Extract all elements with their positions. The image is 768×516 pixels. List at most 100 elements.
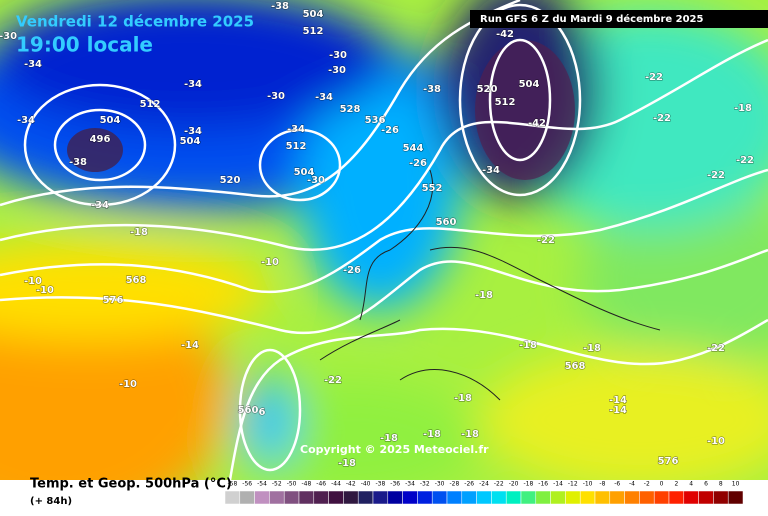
contour-label: 504 (303, 9, 324, 20)
scale-swatch (417, 490, 433, 505)
scale-swatch (653, 490, 670, 505)
contour-label: -22 (324, 375, 342, 386)
contour-label: -22 (645, 72, 663, 83)
scale-label: 4 (689, 481, 693, 488)
scale-label: -12 (568, 481, 578, 488)
scale-swatch (269, 490, 285, 505)
contour-label: -22 (653, 113, 671, 124)
scale-label: -42 (346, 481, 356, 488)
run-box (470, 10, 768, 28)
scale-swatch (476, 490, 492, 505)
contours (0, 0, 768, 480)
scale-label: -4 (629, 481, 635, 488)
scale-label: -54 (257, 481, 267, 488)
scale-swatch (328, 490, 344, 505)
scale-label: -10 (583, 481, 593, 488)
contour-label: 560 (436, 217, 457, 228)
contour-label: -22 (537, 235, 555, 246)
scale-label: -40 (361, 481, 371, 488)
contour-label: -34 (315, 92, 333, 103)
contour-label: 528 (340, 104, 361, 115)
contour-label: 6 (259, 407, 266, 418)
scale-swatch (357, 490, 374, 505)
scale-label: 6 (704, 481, 708, 488)
contour-label: -18 (338, 458, 356, 469)
scale-swatch (254, 490, 270, 505)
contour-label: -34 (482, 165, 500, 176)
contour-label: 512 (286, 141, 307, 152)
scale-swatch (520, 490, 537, 505)
contour-label: 496 (90, 134, 111, 145)
scale-label: -58 (227, 481, 237, 488)
scale-swatch (239, 490, 255, 505)
coastlines (319, 169, 661, 401)
contour-label: -18 (583, 343, 601, 354)
local-time: 19:00 locale (16, 33, 153, 57)
contour-label: -18 (380, 433, 398, 444)
contour-label: -34 (91, 200, 109, 211)
contour-label: -14 (609, 395, 627, 406)
scale-swatch (668, 490, 685, 505)
contour-label: -34 (184, 79, 202, 90)
contour-label: 568 (565, 361, 586, 372)
contour-label: -34 (184, 126, 202, 137)
contour-label: -30 (0, 31, 17, 42)
scale-label: -38 (375, 481, 385, 488)
scale-label: -26 (464, 481, 474, 488)
contour-label: 512 (303, 26, 324, 37)
contour-label: -34 (17, 115, 35, 126)
scale-label: 10 (732, 481, 740, 488)
contour-label: -10 (261, 257, 279, 268)
contour-label: 536 (365, 115, 386, 126)
scale-swatch (298, 490, 315, 505)
contour-label: 512 (495, 97, 516, 108)
scale-swatch (727, 490, 744, 505)
contour-label: -42 (528, 118, 546, 129)
run-info: Run GFS 6 Z du Mardi 9 décembre 2025 (480, 13, 704, 25)
contour-label: -18 (461, 429, 479, 440)
scale-swatch (683, 490, 699, 505)
scale-swatch (461, 490, 477, 505)
scale-swatch (402, 490, 418, 505)
scale-label: -20 (509, 481, 519, 488)
contour-label: -18 (475, 290, 493, 301)
contour-label: -18 (519, 340, 537, 351)
contour-label: -26 (409, 158, 427, 169)
contour-label: -22 (707, 343, 725, 354)
scale-label: -8 (599, 481, 605, 488)
scale-swatch (491, 490, 507, 505)
footer-title: Temp. et Geop. 500hPa (°C) (30, 477, 232, 492)
contour-label: -14 (609, 405, 627, 416)
contour-label: -30 (267, 91, 285, 102)
scale-label: -52 (272, 481, 282, 488)
scale-label: -28 (449, 481, 459, 488)
scale-label: -18 (523, 481, 533, 488)
scale-swatch (505, 490, 522, 505)
contour-label: -18 (423, 429, 441, 440)
contour-labels: -30-38504512-34-34512504496-38-34-34-345… (0, 1, 755, 470)
contour-label: -38 (271, 1, 289, 12)
contour-label: -34 (24, 59, 42, 70)
contour-label: -18 (734, 103, 752, 114)
scale-swatch (372, 490, 389, 505)
scale-label: -50 (287, 481, 297, 488)
contour-label: -38 (423, 84, 441, 95)
contour-label: -26 (381, 125, 399, 136)
contour-label: 504 (519, 79, 540, 90)
contour-label: -30 (328, 65, 346, 76)
scale-label: -2 (644, 481, 650, 488)
scale-swatch (343, 490, 359, 505)
contour-label: -10 (119, 379, 137, 390)
scale-swatch (639, 490, 655, 505)
scale-swatch (579, 490, 596, 505)
scale-swatch (624, 490, 640, 505)
color-scale: -58 -56 -54 -52 -50 -48 -46 -44 -42 -40 -38 -36 -34-… (224, 481, 744, 505)
scale-label: -24 (479, 481, 489, 488)
contour-label: -10 (707, 436, 725, 447)
scale-swatch (313, 490, 329, 505)
contour-label: -22 (707, 170, 725, 181)
contour-label: -30 (307, 175, 325, 186)
scale-label: -44 (331, 481, 341, 488)
